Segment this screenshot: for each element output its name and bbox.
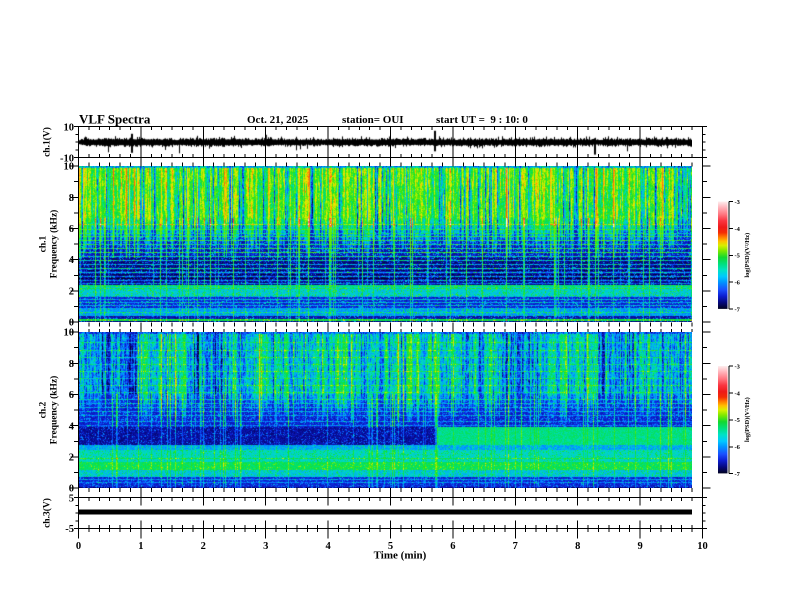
svg-text:10: 10	[64, 162, 75, 173]
svg-text:-4: -4	[735, 226, 741, 233]
svg-text:Oct. 21, 2025: Oct. 21, 2025	[247, 114, 309, 126]
svg-text:station= OUI: station= OUI	[342, 114, 404, 126]
svg-text:1: 1	[138, 541, 143, 552]
svg-text:8: 8	[69, 359, 74, 370]
svg-text:7: 7	[513, 541, 518, 552]
svg-text:ch.1: ch.1	[39, 235, 49, 252]
svg-text:6: 6	[450, 541, 455, 552]
svg-text:log(PSD)(V²/Hz): log(PSD)(V²/Hz)	[744, 233, 751, 278]
svg-text:0: 0	[76, 541, 81, 552]
svg-text:4: 4	[325, 541, 331, 552]
svg-text:5: 5	[69, 493, 74, 504]
svg-text:VLF Spectra: VLF Spectra	[79, 112, 151, 127]
svg-text:-10: -10	[60, 154, 74, 165]
svg-text:Frequency (kHz): Frequency (kHz)	[49, 210, 60, 279]
svg-text:-3: -3	[735, 199, 741, 206]
svg-text:0: 0	[69, 318, 74, 329]
svg-text:10: 10	[697, 541, 708, 552]
svg-text:6: 6	[69, 390, 74, 401]
svg-text:6: 6	[69, 224, 74, 235]
svg-text:log(PSD)(V²/Hz): log(PSD)(V²/Hz)	[744, 397, 751, 442]
svg-text:ch.1(V): ch.1(V)	[42, 127, 53, 157]
svg-text:-4: -4	[735, 390, 741, 397]
svg-text:ch.3(V): ch.3(V)	[42, 498, 53, 528]
svg-text:-6: -6	[735, 444, 741, 451]
svg-text:-6: -6	[735, 279, 741, 286]
svg-text:-5: -5	[65, 524, 74, 535]
svg-text:-5: -5	[735, 253, 741, 260]
svg-text:9: 9	[637, 541, 642, 552]
svg-text:2: 2	[69, 286, 74, 297]
svg-text:0: 0	[69, 484, 74, 495]
svg-text:2: 2	[69, 453, 74, 464]
svg-text:-7: -7	[735, 306, 741, 313]
svg-text:Frequency (kHz): Frequency (kHz)	[49, 376, 60, 445]
svg-text:4: 4	[69, 255, 75, 266]
svg-text:8: 8	[69, 193, 74, 204]
svg-text:10: 10	[64, 123, 75, 134]
svg-text:-5: -5	[735, 417, 741, 424]
svg-text:Time (min): Time (min)	[374, 550, 427, 562]
svg-text:8: 8	[575, 541, 580, 552]
svg-text:3: 3	[263, 541, 268, 552]
svg-text:start UT = 9 : 10: 0: start UT = 9 : 10: 0	[436, 114, 528, 126]
svg-text:-3: -3	[735, 363, 741, 370]
svg-text:5: 5	[388, 541, 393, 552]
svg-text:2: 2	[201, 541, 206, 552]
svg-text:ch.2: ch.2	[39, 401, 49, 418]
svg-text:-7: -7	[735, 471, 741, 478]
svg-text:4: 4	[69, 421, 75, 432]
svg-text:10: 10	[64, 328, 75, 339]
